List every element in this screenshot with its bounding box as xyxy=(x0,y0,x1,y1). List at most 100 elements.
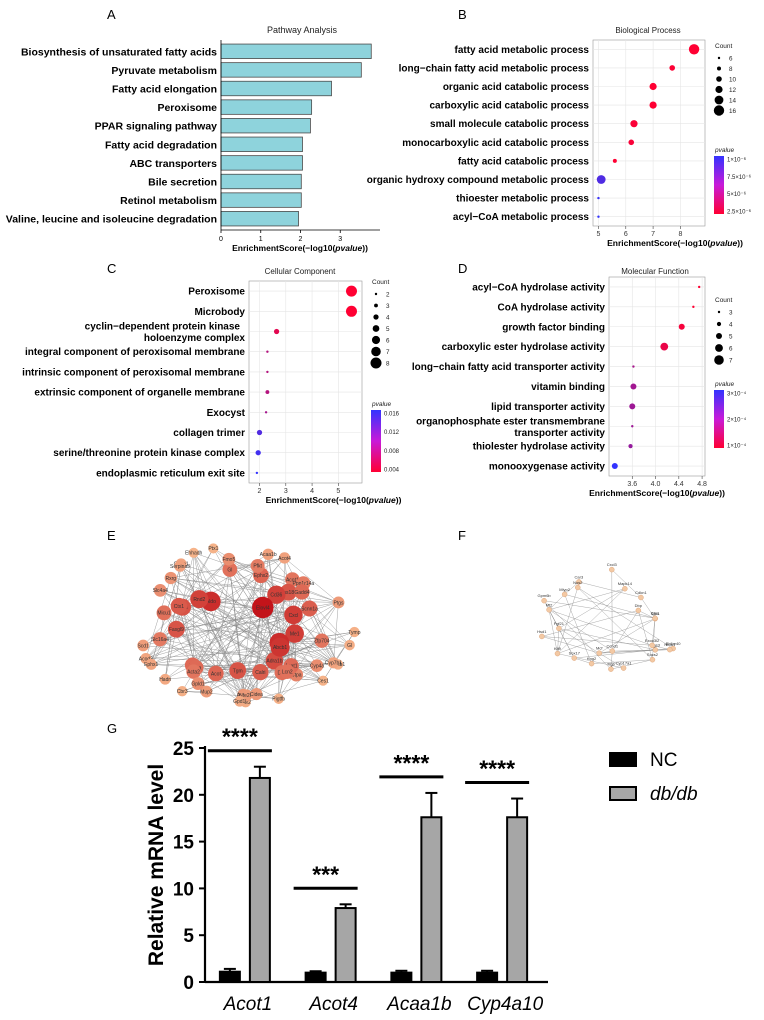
network-node-label: Acod3 xyxy=(139,656,153,662)
edge xyxy=(178,605,283,673)
category-label: organic acid catabolic process xyxy=(443,82,590,93)
legend-count-dot xyxy=(716,321,722,327)
category-label: Acaa1b xyxy=(386,994,451,1015)
network-node xyxy=(620,665,627,671)
category-label: monooxygenase activity xyxy=(489,462,606,473)
category-label-line-2: holoenzyme complex xyxy=(144,333,246,344)
network-node xyxy=(622,586,628,592)
legend-count-dot xyxy=(374,292,378,296)
x-axis-label-suffix: )) xyxy=(737,238,743,248)
category-label: Microbody xyxy=(194,307,245,318)
bar xyxy=(220,118,311,134)
legend-pvalue-bar xyxy=(371,410,381,472)
edge xyxy=(612,610,639,652)
x-tick-label: 3.6 xyxy=(627,481,637,488)
x-axis-label-italic: pvalue xyxy=(709,238,737,248)
network-node-label: Mlyp2 xyxy=(559,587,570,592)
network-node xyxy=(554,650,561,657)
x-tick-label: 5 xyxy=(597,231,601,238)
legend-count-label: 3 xyxy=(729,310,733,317)
network-node xyxy=(652,647,659,653)
chart-title: Pathway Analysis xyxy=(267,25,338,35)
edge xyxy=(267,554,303,593)
data-point xyxy=(632,365,635,368)
bar xyxy=(220,43,372,59)
network-node-label: Ctpa xyxy=(291,673,302,679)
x-tick-label: 2 xyxy=(299,236,303,243)
category-label: organic hydroxy compound metabolic proce… xyxy=(367,175,590,186)
edge xyxy=(176,628,295,634)
category-label: fatty acid catabolic process xyxy=(458,156,590,167)
x-axis-label-suffix: )) xyxy=(396,495,402,505)
network-node xyxy=(285,572,300,587)
edge xyxy=(611,569,642,598)
edge xyxy=(159,548,214,640)
network-node-label: Acaa1b xyxy=(260,552,277,558)
x-tick-label: 1 xyxy=(259,236,263,243)
edge xyxy=(548,588,625,610)
edge xyxy=(558,588,625,629)
category-label: Bile secretion xyxy=(148,177,217,189)
data-point xyxy=(264,411,268,414)
panel-a-pathway-chart: Pathway Analysis Biosynthesis of unsatura… xyxy=(6,25,380,253)
x-tick-label: 5 xyxy=(336,488,340,495)
network-node-label: Cyp4a xyxy=(310,663,325,669)
edge xyxy=(195,667,261,673)
network-node-label: Micu1 xyxy=(157,611,171,617)
category-label: Pyruvate metabolism xyxy=(111,65,217,77)
edge xyxy=(176,629,240,702)
panel-label-a: A xyxy=(107,7,116,22)
legend-label: db/db xyxy=(650,784,698,805)
edge xyxy=(652,645,670,650)
edge xyxy=(228,559,280,643)
edge xyxy=(564,594,656,619)
data-point xyxy=(266,370,269,374)
category-label: Retinol metabolism xyxy=(120,195,217,207)
network-node xyxy=(190,590,209,609)
category-label: vitamin binding xyxy=(531,382,605,393)
network-node-label: Klf9 xyxy=(554,646,562,651)
category-label: acyl−CoA metabolic process xyxy=(453,212,590,223)
plot-area xyxy=(248,280,363,484)
legend-pvalue-bar xyxy=(714,156,724,214)
network-node-label: Hsd1 xyxy=(537,629,547,634)
y-tick-label: 20 xyxy=(173,786,194,807)
significance-label: **** xyxy=(479,756,515,782)
network-node xyxy=(546,607,552,613)
network-node-label: Pigtfb xyxy=(272,697,285,703)
network-node-label: Fasgl9 xyxy=(169,627,184,633)
data-point xyxy=(649,101,657,109)
edge xyxy=(548,609,653,646)
network-node-label: Fmo5 xyxy=(222,557,235,563)
legend-pvalue-label: 1×10⁻⁶ xyxy=(727,157,747,164)
legend-count-dot xyxy=(373,314,379,320)
category-label: Exocyst xyxy=(207,408,246,419)
edge xyxy=(548,594,565,610)
data-point xyxy=(256,429,263,436)
network-node xyxy=(317,675,329,686)
legend-count-dot xyxy=(370,357,382,369)
edge xyxy=(145,644,350,659)
bar-nc xyxy=(304,971,327,984)
edge xyxy=(638,610,656,619)
bar-dbdb xyxy=(506,816,529,983)
edge xyxy=(163,612,193,666)
network-node-label: Acot xyxy=(211,671,222,677)
network-node-label: Gpm6b xyxy=(538,593,552,598)
x-tick-label: 3 xyxy=(284,488,288,495)
plot-area xyxy=(608,276,706,477)
data-point xyxy=(628,139,635,146)
edge xyxy=(180,563,246,703)
x-axis-label-prefix: EnrichmentScore(−log10( xyxy=(589,488,692,498)
category-label: lipid transporter activity xyxy=(491,402,605,413)
legend-count-label: 4 xyxy=(729,322,733,329)
network-node xyxy=(327,657,340,669)
panel-label-g: G xyxy=(107,721,117,736)
edge xyxy=(557,628,560,654)
category-label: long−chain fatty acid metabolic process xyxy=(399,63,590,74)
network-node xyxy=(344,639,355,651)
network-node-label: Gadd4 xyxy=(294,590,309,596)
edge xyxy=(170,577,339,603)
legend-pvalue-label: 2×10⁻⁴ xyxy=(727,417,747,424)
legend-count-title: Count xyxy=(715,297,733,304)
